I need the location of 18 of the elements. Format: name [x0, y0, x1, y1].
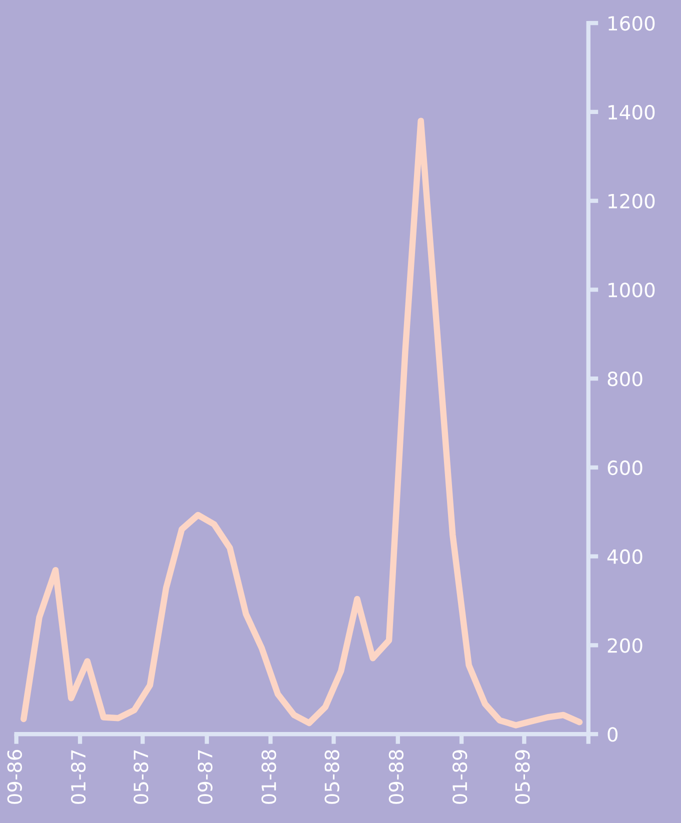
- x-tick-label: 05-88: [324, 750, 340, 804]
- y-tick-label: 1400: [608, 104, 655, 120]
- x-tick-label: 01-87: [70, 750, 86, 804]
- x-tick-label: 09-87: [198, 750, 212, 804]
- y-tick-label: 600: [608, 460, 642, 476]
- x-tick-label: 09-88: [388, 750, 404, 804]
- y-tick-label: 1000: [608, 282, 655, 298]
- y-tick-label: 400: [607, 549, 642, 564]
- y-tick-label: 200: [608, 638, 642, 653]
- x-tick-label: 05-87: [134, 750, 148, 804]
- y-tick-label: 1200: [608, 194, 655, 208]
- x-tick-label: 01-89: [452, 750, 468, 804]
- y-tick-label: 0: [608, 727, 618, 742]
- y-tick-label: 800: [608, 372, 642, 386]
- x-tick-label: 01-88: [261, 750, 276, 804]
- y-tick-label: 1600: [608, 16, 655, 31]
- x-tick-label: 09-86: [7, 750, 22, 804]
- x-tick-label: 05-89: [515, 750, 530, 804]
